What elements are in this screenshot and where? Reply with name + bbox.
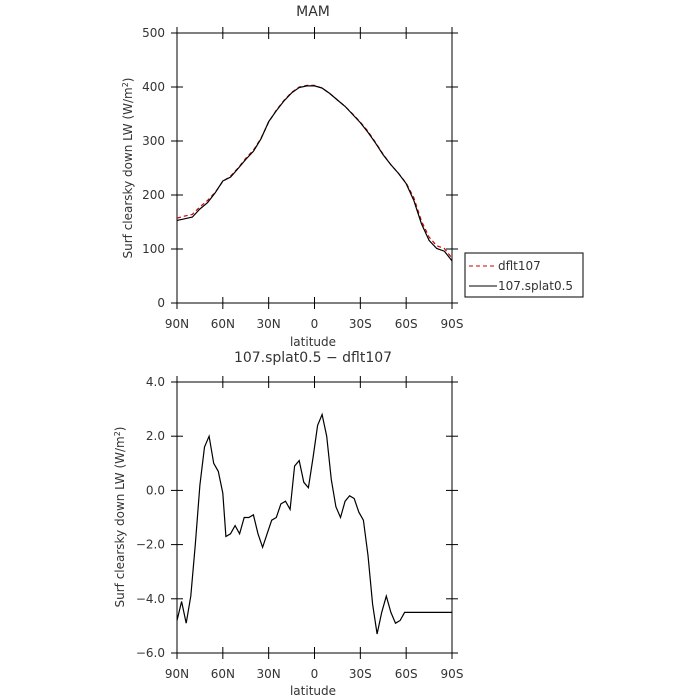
x-tick-label: 30S xyxy=(349,667,372,681)
bottom-chart-panel: 107.splat0.5 − dflt107 −6.0 −4.0 −2.0 0.0 2.… xyxy=(113,350,464,698)
top-chart-title: MAM xyxy=(296,4,330,20)
x-tick-label: 60N xyxy=(211,667,235,681)
legend-box xyxy=(464,252,584,298)
y-tick-label: −4.0 xyxy=(136,592,165,606)
series-line-dflt107 xyxy=(176,84,453,259)
bottom-series-group xyxy=(176,412,452,635)
x-tick-label: 0 xyxy=(311,667,319,681)
legend-label-splat: 107.splat0.5 xyxy=(498,279,573,293)
series-line-difference xyxy=(176,412,452,635)
y-tick-label: 200 xyxy=(142,188,165,202)
x-tick-label: 90S xyxy=(441,667,464,681)
top-x-ticks: 90N 60N 30N 0 30S 60S 90S xyxy=(165,27,464,331)
legend: dflt107 107.splat0.5 xyxy=(464,252,584,298)
y-tick-label: 500 xyxy=(142,26,165,40)
bottom-chart-title: 107.splat0.5 − dflt107 xyxy=(234,350,392,366)
y-tick-label: 0 xyxy=(157,296,165,310)
y-tick-label: 400 xyxy=(142,80,165,94)
x-tick-label: 60N xyxy=(211,317,235,331)
y-tick-label: 100 xyxy=(142,242,165,256)
x-tick-label: 30N xyxy=(257,667,281,681)
y-tick-label: −2.0 xyxy=(136,538,165,552)
bottom-x-axis-label: latitude xyxy=(290,684,336,698)
x-tick-label: 60S xyxy=(395,317,418,331)
legend-label-dflt107: dflt107 xyxy=(498,259,541,273)
x-tick-label: 90S xyxy=(441,317,464,331)
bottom-y-ticks: −6.0 −4.0 −2.0 0.0 2.0 4.0 xyxy=(136,375,458,660)
y-tick-label: −6.0 xyxy=(136,646,165,660)
top-y-ticks: 0 100 200 300 400 500 xyxy=(142,26,458,310)
x-tick-label: 90N xyxy=(165,317,189,331)
top-plot-frame xyxy=(176,32,453,304)
top-y-axis-label: Surf clearsky down LW (W/m2) xyxy=(121,77,136,258)
x-tick-label: 30N xyxy=(257,317,281,331)
top-x-axis-label: latitude xyxy=(290,335,336,349)
series-line-107-splat0-5 xyxy=(176,85,453,262)
x-tick-label: 90N xyxy=(165,667,189,681)
y-tick-label: 0.0 xyxy=(146,483,165,497)
y-tick-label: 300 xyxy=(142,134,165,148)
bottom-y-axis-label: Surf clearsky down LW (W/m2) xyxy=(113,426,128,607)
y-tick-label: 4.0 xyxy=(146,375,165,389)
x-tick-label: 30S xyxy=(349,317,372,331)
top-chart-panel: MAM 0 100 200 300 400 500 90N 60N 30N 0 30S 60S 90S… xyxy=(121,4,584,349)
x-tick-label: 0 xyxy=(311,317,319,331)
y-tick-label: 2.0 xyxy=(146,429,165,443)
top-series-group xyxy=(176,84,453,262)
bottom-x-ticks: 90N 60N 30N 0 30S 60S 90S xyxy=(165,376,464,681)
x-tick-label: 60S xyxy=(395,667,418,681)
